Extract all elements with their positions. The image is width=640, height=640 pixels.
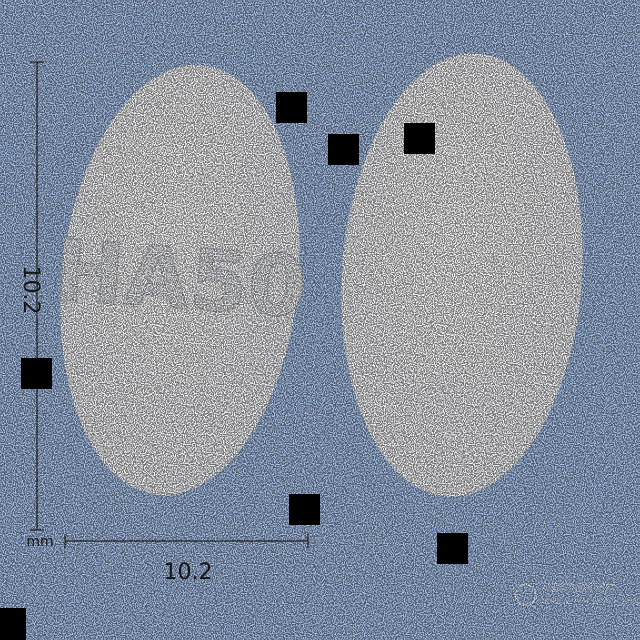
watermark-name: 식품의약품안전처 (541, 582, 615, 594)
height-label: 10.2 (18, 266, 43, 315)
block (328, 134, 359, 165)
block (21, 358, 52, 389)
block (289, 494, 320, 525)
pill-imprint: HA50 (51, 221, 309, 336)
block (0, 608, 26, 640)
unit-label: mm (26, 534, 53, 550)
watermark-subtitle: Ministry of Food and Drug Safety (541, 599, 640, 606)
block (404, 123, 435, 154)
block (437, 533, 468, 564)
width-label: 10.2 (164, 560, 213, 585)
block (276, 92, 307, 123)
